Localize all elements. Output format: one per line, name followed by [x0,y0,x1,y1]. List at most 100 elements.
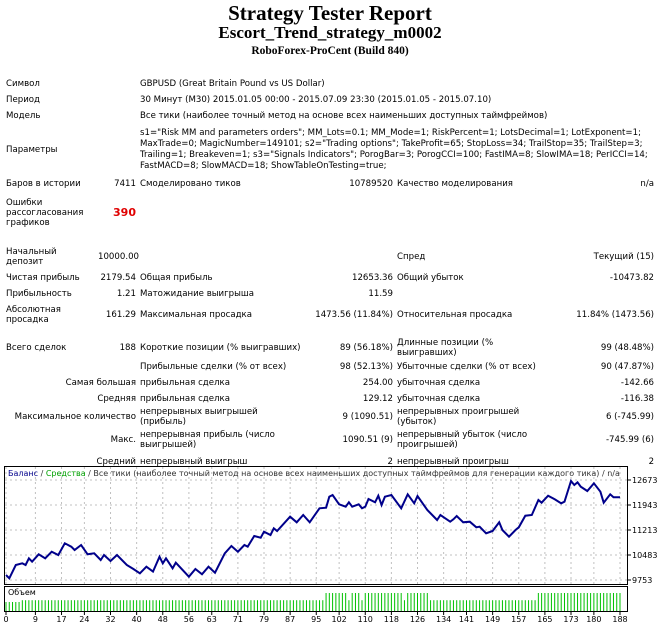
value: 254.00 [362,378,393,388]
volume-label: Объем [8,588,36,597]
x-tick-label: 110 [358,615,373,624]
row-model: Модель Все тики (наиболее точный метод на… [4,108,656,124]
x-tick-label: 79 [259,615,269,624]
x-tick-label: 71 [233,615,243,624]
server-build: RoboForex-ProCent (Build 840) [251,45,409,57]
label: непрерывный убыток (число проигрышей) [397,430,528,450]
x-tick-label: 9 [33,615,38,624]
row-symbol: Символ GBPUSD (Great Britain Pound vs US … [4,76,656,92]
value: 12653.36 [351,273,393,283]
x-tick-label: 165 [537,615,552,624]
label: Общая прибыль [140,273,213,283]
label: непрерывный выигрыш [140,457,248,467]
value: 2 [387,457,393,467]
row-largest: Самая большая прибыльная сделка 254.00 убыт… [4,375,656,391]
row-pf: Прибыльность 1.21 Матожидание выигрыша 11.5… [4,286,656,302]
label: непрерывных проигрышей (убыток) [397,407,520,427]
x-tick-label: 24 [79,615,89,624]
label: Всего сделок [6,343,67,353]
value: -745.99 (6) [605,435,655,445]
value: GBPUSD (Great Britain Pound vs US Dollar… [140,79,325,89]
label: Средний [96,457,136,467]
x-tick-label: 87 [285,615,295,624]
value: 7411 [114,179,136,189]
label: непрерывная прибыль (число выигрышей) [140,430,275,450]
value: 98 (52.13%) [339,361,393,372]
value: 129.12 [362,394,393,404]
value: 11.84% (1473.56) [576,310,655,320]
label: Качество моделирования [397,179,513,189]
label: прибыльная сделка [140,394,230,404]
row-profit-trades: Прибыльные сделки (% от всех) 98 (52.13%)… [4,358,656,375]
label: Относительная просадка [397,310,513,320]
label: Длинные позиции (% выигравших) [397,338,494,358]
x-tick-label: 17 [56,615,66,624]
label: Матожидание выигрыша [140,289,255,299]
label: убыточная сделка [397,378,481,388]
label: Макс. [110,435,136,445]
value: 1473.56 (11.84%) [315,310,393,320]
row-net: Чистая прибыль 2179.54 Общая прибыль 12653.… [4,270,656,286]
report-table: Символ GBPUSD (Great Britain Pound vs US … [4,76,656,471]
label: Период [6,95,40,105]
label: Баров в истории [6,179,81,189]
value: 188 [119,343,136,353]
label: Максимальная просадка [140,310,252,320]
row-avg-cons: Средний непрерывный выигрыш 2 непрерывный п… [4,453,656,471]
y-tick-label: 12673 [632,476,657,485]
value: n/a [640,179,655,189]
label: Символ [6,79,40,89]
label: Абсолютная просадка [6,305,61,325]
label: Параметры [6,145,58,155]
value: 9 (1090.51) [342,412,393,422]
report-title: Strategy Tester Report [228,1,432,25]
value: 10000.00 [98,252,140,262]
value: s1="Risk MM and parameters orders"; MM_L… [140,128,648,171]
x-tick-label: 149 [485,615,500,624]
x-tick-label: 173 [563,615,578,624]
row-drawdown: Абсолютная просадка 161.29 Максимальная пр… [4,302,656,328]
row-period: Период 30 Минут (M30) 2015.01.05 00:00 - … [4,92,656,108]
x-tick-label: 48 [158,615,168,624]
value: 2179.54 [100,273,136,283]
value: 89 (56.18%) [339,343,393,353]
legend-sep: / [38,469,46,478]
y-tick-label: 11943 [632,501,657,510]
y-tick-label: 9753 [632,576,652,585]
value: -10473.82 [609,273,655,283]
x-tick-label: 95 [311,615,321,624]
x-tick-label: 102 [331,615,346,624]
value: 90 (47.87%) [600,361,655,372]
value: 1090.51 (9) [342,435,393,445]
x-tick-label: 118 [384,615,399,624]
value: 390 [113,206,136,219]
row-params: Параметры s1="Risk MM and parameters orde… [4,124,656,176]
value: 161.29 [105,310,136,320]
label: Максимальное количество [14,412,136,422]
value: -142.66 [620,378,655,388]
row-errors: Ошибки рассогласования графиков 390 [4,192,656,234]
label: Убыточные сделки (% от всех) [397,361,536,372]
label: Ошибки рассогласования графиков [6,198,84,228]
value: 30 Минут (M30) 2015.01.05 00:00 - 2015.0… [140,95,492,105]
legend-balance: Баланс [8,469,38,478]
x-tick-label: 157 [511,615,526,624]
value: 99 (48.48%) [600,343,655,353]
value: Все тики (наиболее точный метод на основ… [140,111,548,121]
value: 2 [648,457,655,467]
x-tick-label: 188 [612,615,627,624]
balance-line [5,478,620,580]
chart-frame [4,466,628,585]
value: 11.59 [368,289,393,299]
legend-description: / Все тики (наиболее точный метод на осн… [86,469,620,478]
row-total: Всего сделок 188 Короткие позиции (% выигр… [4,338,656,358]
x-tick-label: 141 [459,615,474,624]
label: Средняя [97,394,136,404]
value: Текущий (15) [593,252,655,262]
row-deposit: Начальный депозит 10000.00 Спред Текущий (1… [4,244,656,270]
label: Спред [397,252,426,262]
x-tick-label: 32 [105,615,115,624]
value: 10789520 [349,179,393,189]
label: Общий убыток [397,273,464,283]
x-tick-label: 126 [410,615,425,624]
